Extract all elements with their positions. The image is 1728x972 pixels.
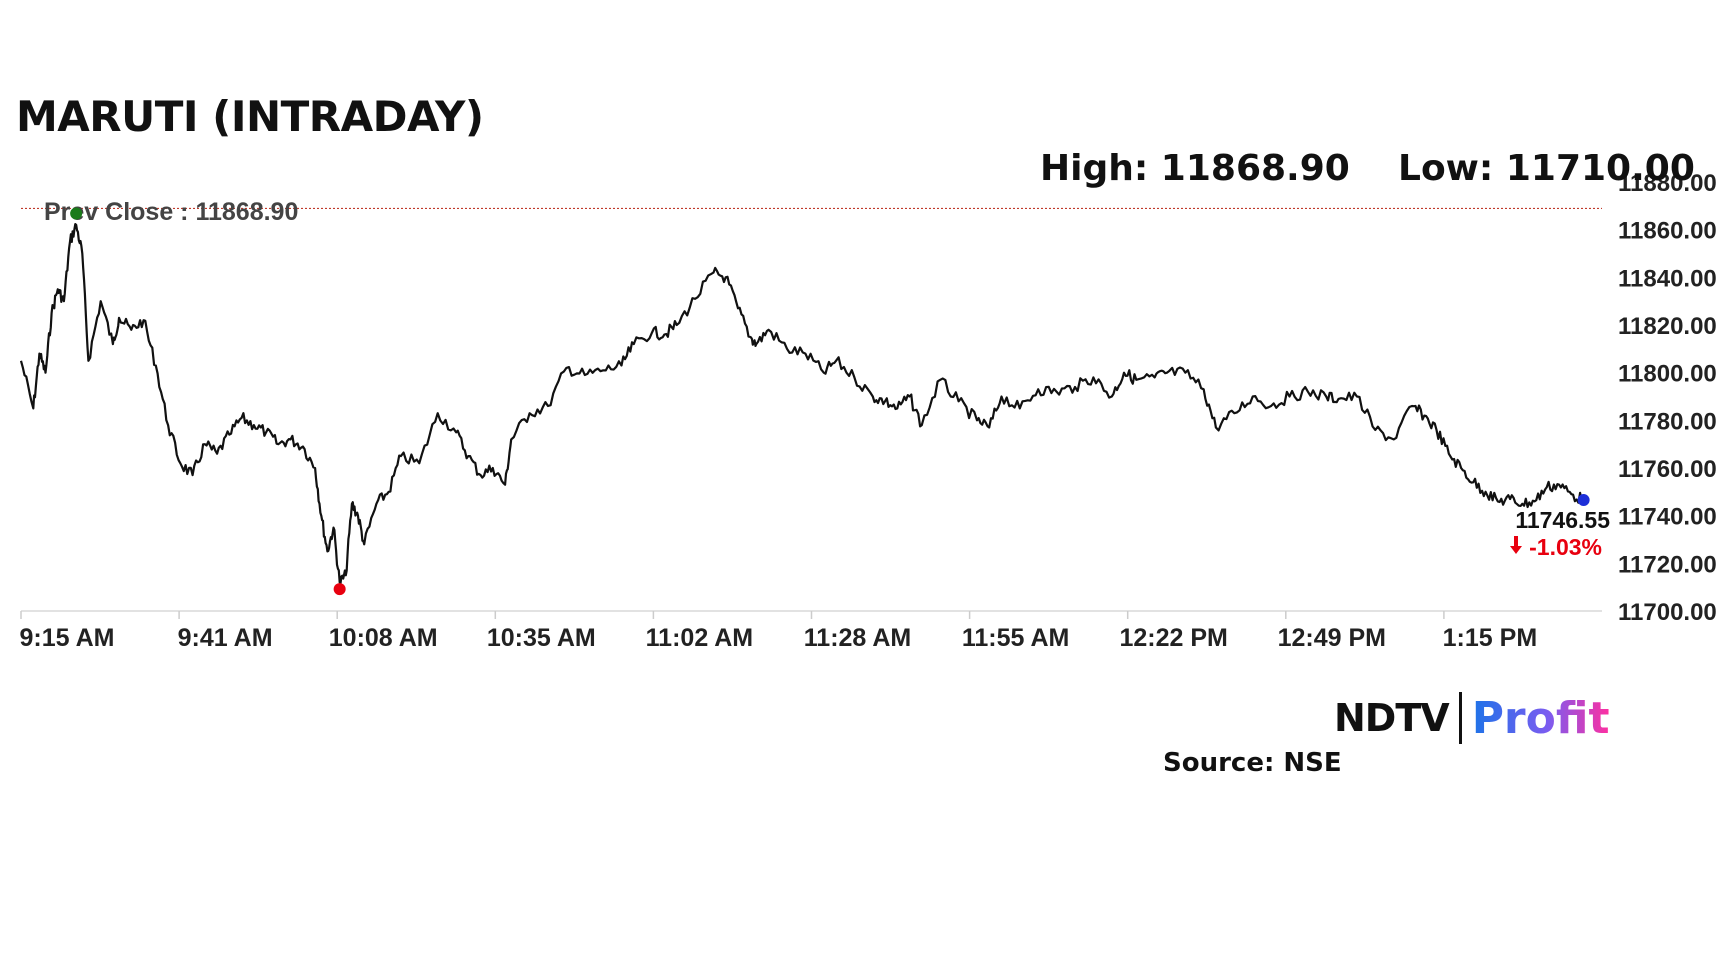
chart-markers: 11746.55-1.03% (70, 207, 1610, 596)
last-price-label: 11746.55 (1515, 507, 1610, 533)
y-tick-label: 11820.00 (1618, 313, 1717, 340)
chart-axes: 11700.00 11720.00 11740.00 11760.00 11780.00… (20, 170, 1717, 652)
logo-product: Profit (1471, 692, 1610, 744)
x-tick-label: 11:02 AM (646, 624, 753, 652)
y-tick-label: 11780.00 (1618, 408, 1717, 435)
y-tick-label: 11880.00 (1618, 170, 1717, 197)
x-tick-label: 11:55 AM (962, 624, 1069, 652)
x-tick-label: 12:22 PM (1120, 624, 1228, 652)
logo-brand: NDTV (1334, 696, 1450, 740)
price-line (19, 223, 1585, 585)
day-low-label: Low: 11710.00 (1398, 148, 1695, 189)
y-tick-label: 11720.00 (1618, 551, 1717, 578)
y-tick-label: 11740.00 (1618, 504, 1717, 531)
last-price-marker (1577, 494, 1590, 507)
x-tick-label: 9:41 AM (178, 624, 273, 652)
price-series (19, 223, 1585, 585)
down-arrow-icon (1510, 536, 1522, 555)
y-tick-label: 11800.00 (1618, 361, 1717, 388)
y-tick-label: 11840.00 (1618, 265, 1717, 292)
ndtv-profit-logo: NDTV Profit (1334, 690, 1610, 746)
x-tick-label: 12:49 PM (1278, 624, 1386, 652)
change-percent-label: -1.03% (1529, 534, 1602, 560)
day-low-marker (333, 583, 346, 596)
y-tick-label: 11760.00 (1618, 456, 1717, 483)
x-tick-label: 9:15 AM (20, 624, 115, 652)
logo-divider (1458, 692, 1462, 744)
day-high-marker (70, 207, 83, 220)
x-tick-label: 11:28 AM (804, 624, 911, 652)
y-tick-label: 11860.00 (1618, 218, 1717, 245)
y-tick-label: 11700.00 (1618, 599, 1717, 626)
prev-close-label: Prev Close : 11868.90 (44, 198, 298, 226)
chart-title: MARUTI (INTRADAY) (16, 92, 484, 141)
x-tick-label: 10:35 AM (487, 624, 596, 652)
source-label: Source: NSE (1163, 748, 1342, 778)
day-high-label: High: 11868.90 (1040, 148, 1350, 189)
x-tick-label: 10:08 AM (329, 624, 438, 652)
x-tick-label: 1:15 PM (1443, 624, 1537, 652)
